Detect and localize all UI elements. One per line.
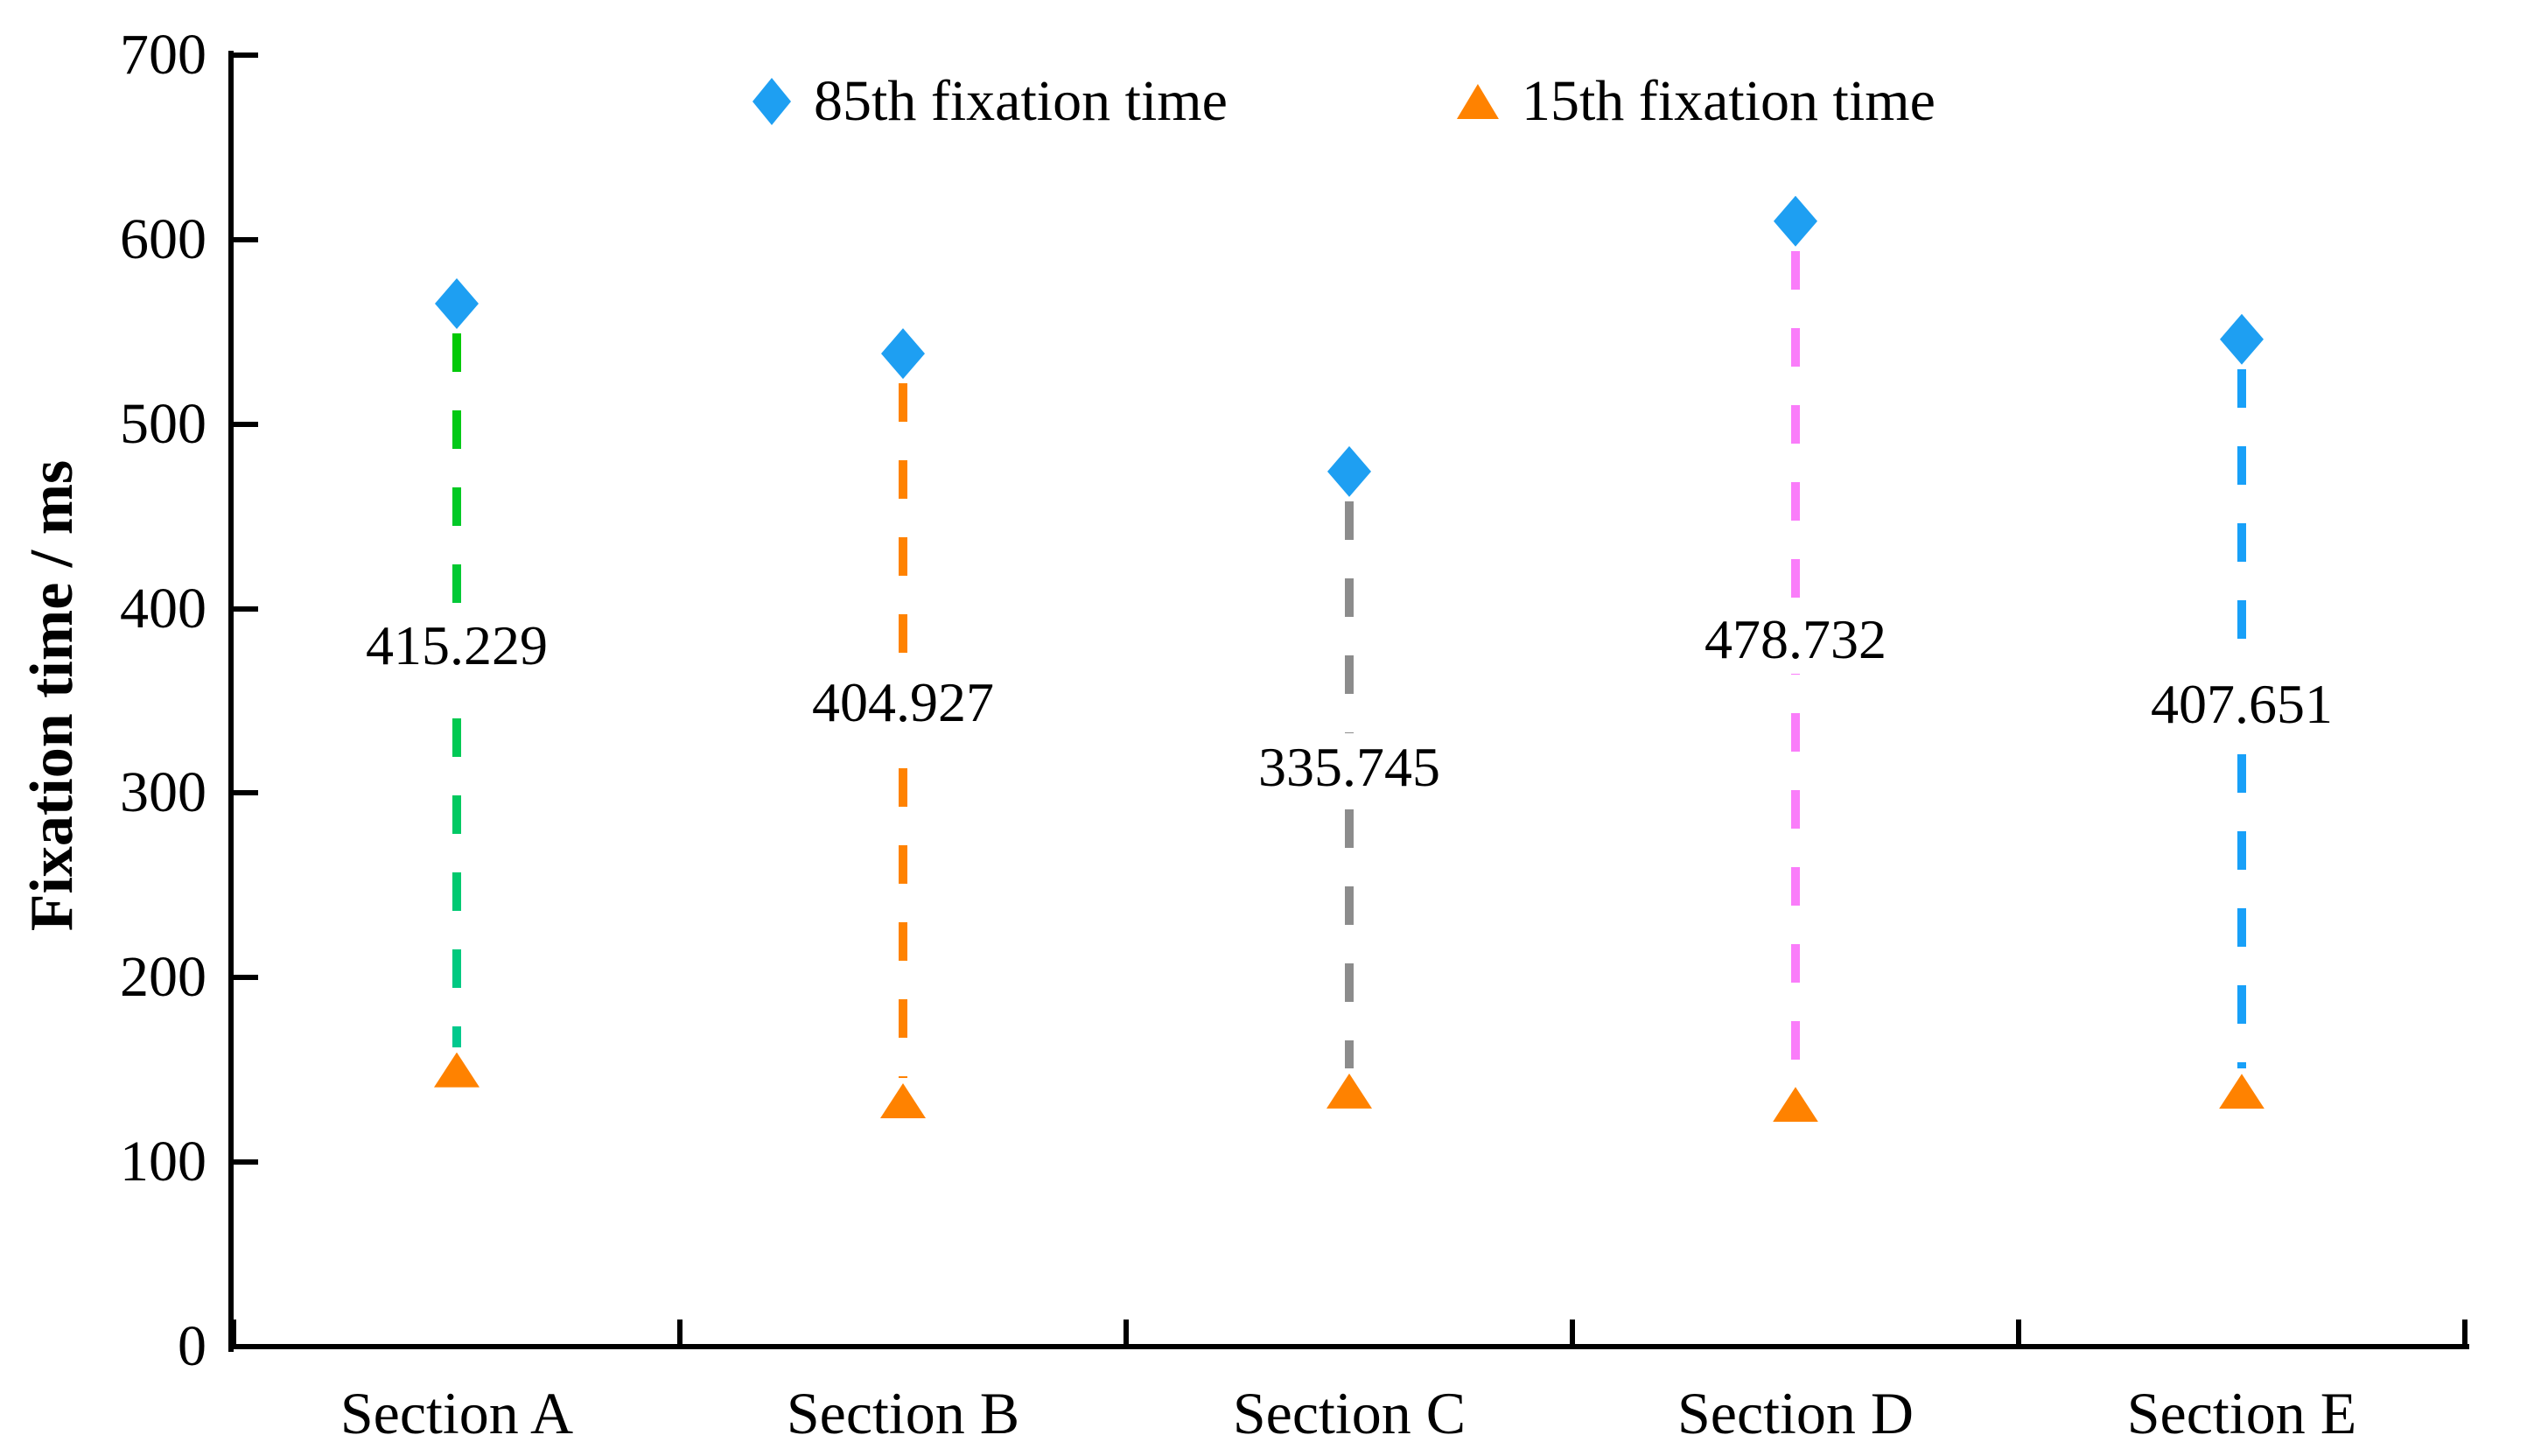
y-axis-title: Fixation time / ms	[18, 459, 86, 932]
legend-triangle-icon	[1456, 84, 1499, 119]
triangle-marker	[1326, 1073, 1372, 1109]
legend-label-85th: 85th fixation time	[814, 69, 1228, 133]
triangle-marker	[1773, 1087, 1818, 1123]
y-axis-spine	[228, 51, 234, 1352]
legend-label-15th: 15th fixation time	[1521, 69, 1936, 133]
triangle-marker	[434, 1052, 480, 1088]
difference-label: 404.927	[802, 668, 1004, 738]
difference-label: 415.229	[355, 611, 558, 680]
y-tick-label: 0	[178, 1314, 206, 1378]
x-tick	[677, 1320, 682, 1344]
x-axis-spine	[228, 1344, 2469, 1349]
y-tick-label: 700	[120, 23, 206, 87]
y-tick	[234, 790, 258, 796]
diamond-marker	[1774, 195, 1817, 247]
x-tick	[2016, 1320, 2021, 1344]
y-tick	[234, 1159, 258, 1166]
triangle-marker	[2219, 1074, 2264, 1110]
x-axis-category-label: Section C	[1232, 1380, 1466, 1446]
y-tick-label: 200	[120, 945, 206, 1010]
x-tick	[231, 1320, 236, 1344]
diamond-marker	[1327, 445, 1371, 497]
y-tick	[234, 52, 258, 58]
x-tick	[1570, 1320, 1575, 1344]
y-tick	[234, 236, 258, 242]
diamond-marker	[881, 328, 925, 380]
y-tick-label: 600	[120, 206, 206, 271]
y-tick	[234, 421, 258, 427]
y-tick-label: 300	[120, 760, 206, 825]
x-tick	[2462, 1320, 2468, 1344]
legend-diamond-icon	[752, 78, 791, 125]
y-tick	[234, 1344, 258, 1349]
y-tick	[234, 606, 258, 612]
y-tick-label: 100	[120, 1130, 206, 1194]
y-tick	[234, 975, 258, 981]
difference-label: 407.651	[2140, 670, 2343, 739]
x-axis-category-label: Section E	[2126, 1380, 2357, 1446]
x-axis-category-label: Section B	[786, 1380, 1020, 1446]
diamond-marker	[2220, 313, 2264, 365]
x-axis-category-label: Section A	[340, 1380, 574, 1446]
difference-label: 335.745	[1248, 732, 1451, 802]
legend: 85th fixation time 15th fixation time	[752, 68, 1936, 135]
triangle-marker	[880, 1082, 926, 1118]
x-axis-category-label: Section D	[1676, 1380, 1914, 1446]
y-tick-label: 500	[120, 391, 206, 456]
diamond-marker	[435, 278, 479, 330]
y-tick-label: 400	[120, 576, 206, 640]
drop-line	[452, 333, 461, 1047]
x-tick	[1124, 1320, 1129, 1344]
difference-label: 478.732	[1694, 606, 1897, 675]
